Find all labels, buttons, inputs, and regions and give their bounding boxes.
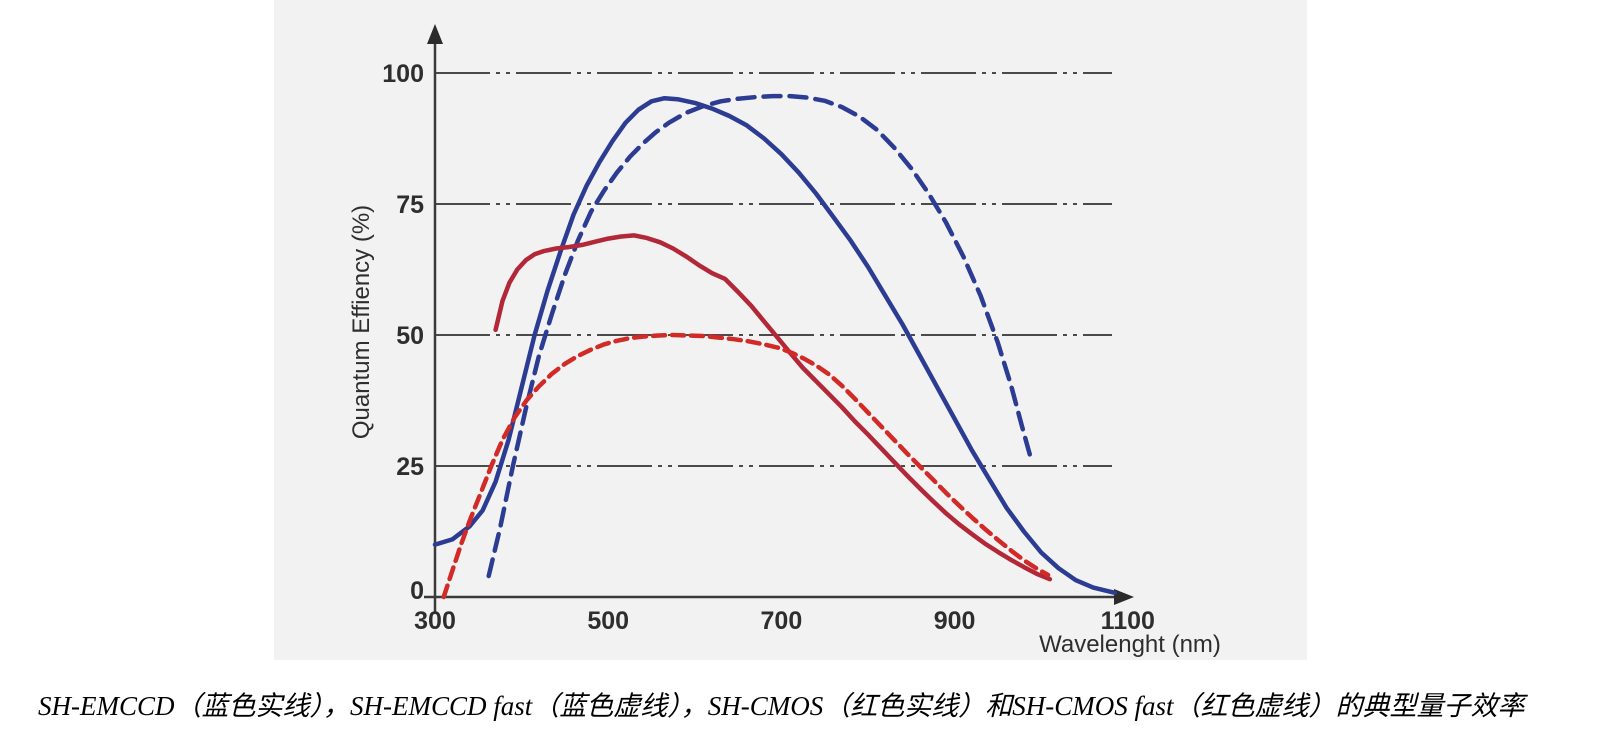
figure-caption: SH-EMCCD（蓝色实线），SH-EMCCD fast（蓝色虚线），SH-CM… [38,691,1525,721]
x-axis-label: Wavelenght (nm) [1039,631,1221,658]
y-tick-25: 25 [396,453,424,481]
series-sh-cmos-fast [441,332,1051,600]
x-tick-500: 500 [587,607,629,635]
y-tick-50: 50 [396,322,424,350]
gridlines [435,72,1112,467]
x-axis-arrow-icon [1114,589,1134,605]
y-axis-label: Quantum Effiency (%) [348,205,375,439]
x-tick-labels: 300 500 700 900 1100 [414,607,1155,635]
x-tick-1100: 1100 [1101,607,1155,635]
series-sh-cmos [493,233,1053,582]
axes [424,24,1134,612]
x-tick-700: 700 [761,607,803,635]
series-curves [432,93,1118,600]
y-tick-75: 75 [396,191,424,219]
y-axis-arrow-icon [427,24,443,44]
x-tick-900: 900 [934,607,976,635]
series-sh-emccd [432,95,1118,596]
y-tick-0: 0 [410,577,424,605]
y-tick-labels: 0 25 50 75 100 [382,60,424,605]
quantum-efficiency-chart: 0 25 50 75 100 300 500 700 900 1100 Wavelenght (… [348,24,1221,658]
y-tick-100: 100 [382,60,424,88]
x-tick-300: 300 [414,607,456,635]
chart-panel: 0 25 50 75 100 300 500 700 900 1100 Wavelenght (… [274,0,1307,660]
series-sh-emccd-fast [486,93,1034,579]
